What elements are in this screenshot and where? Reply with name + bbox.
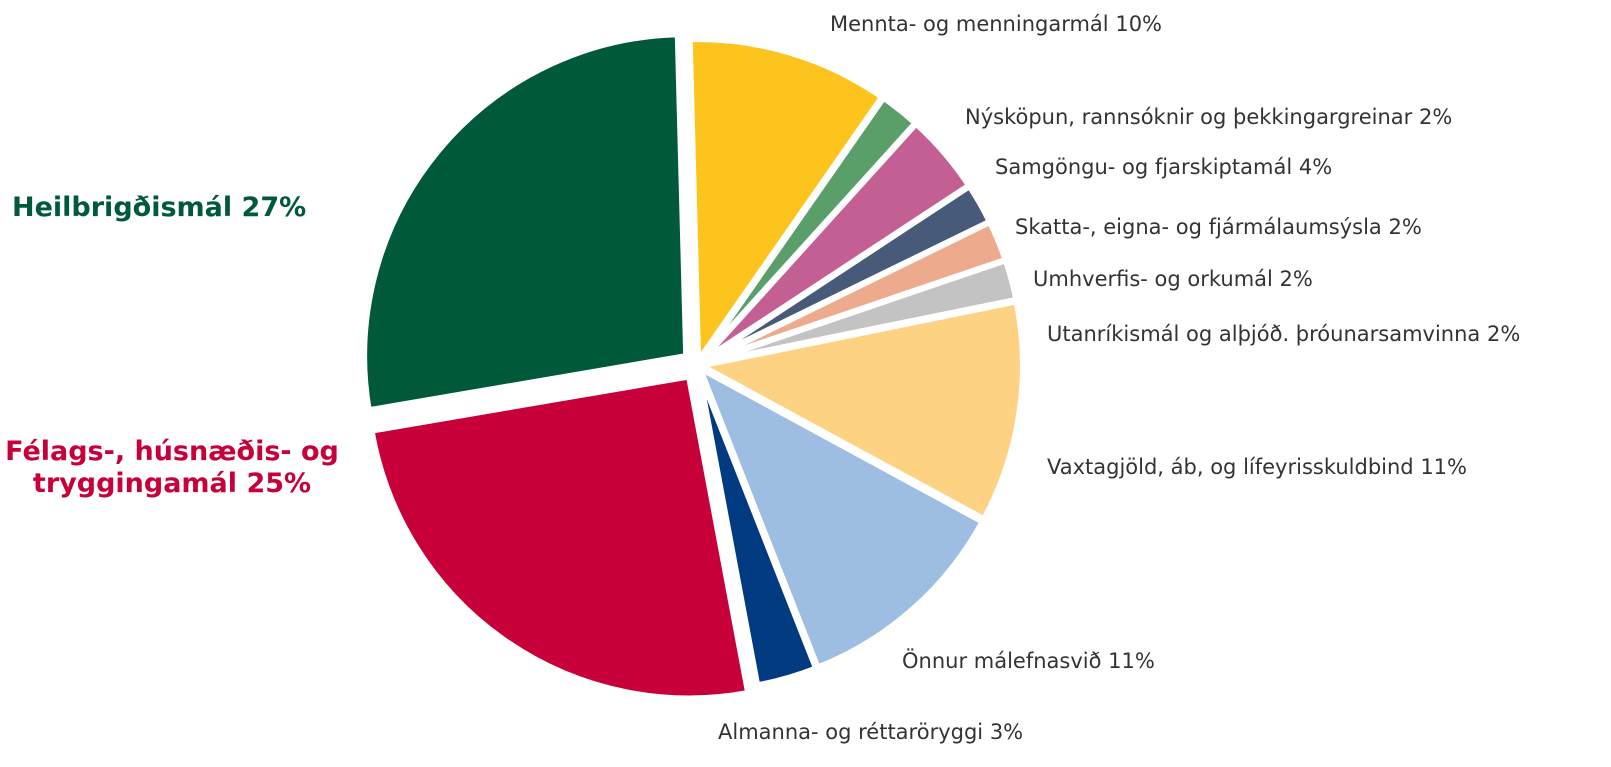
value-label: 25% <box>246 468 311 499</box>
spacer <box>1414 455 1421 479</box>
value-label: 2% <box>1487 322 1520 346</box>
category-name: Skatta-, eigna- og fjármálaumsýsla <box>1015 215 1382 239</box>
category-name: tryggingamál <box>33 468 237 499</box>
pie-slice <box>695 367 821 689</box>
spacer <box>232 192 241 223</box>
slice-label: Umhverfis- og orkumál 2% <box>1033 267 1313 291</box>
pie-slice <box>361 31 690 414</box>
slice-label: Almanna- og réttaröryggi 3% <box>718 720 1023 744</box>
pie-slice <box>692 297 1026 524</box>
label-line: tryggingamál 25% <box>33 468 311 499</box>
value-label: 2% <box>1419 105 1452 129</box>
label-line: Félags-, húsnæðis- og <box>5 436 339 467</box>
spacer <box>983 720 990 744</box>
category-name: Almanna- og réttaröryggi <box>718 720 983 744</box>
value-label: 11% <box>1420 455 1467 479</box>
value-label: 4% <box>1299 155 1332 179</box>
slice-label: Nýsköpun, rannsóknir og þekkingargreinar… <box>965 105 1452 129</box>
spacer <box>1273 267 1280 291</box>
pie-slice <box>686 36 887 371</box>
slice-label: Vaxtagjöld, áb, og lífeyrisskuldbind 11% <box>1047 455 1467 479</box>
pie-slice <box>368 373 752 702</box>
slice-label: Mennta- og menningarmál 10% <box>830 12 1162 36</box>
spacer <box>1480 322 1487 346</box>
slice-label: Samgöngu- og fjarskiptamál 4% <box>995 155 1332 179</box>
slice-label: Önnur málefnasvið 11% <box>902 648 1155 673</box>
value-label: 2% <box>1388 215 1421 239</box>
spacer <box>1412 105 1419 129</box>
spacer <box>1292 155 1299 179</box>
slice-label: Heilbrigðismál 27% <box>12 192 306 223</box>
value-label: 3% <box>990 720 1023 744</box>
category-name: Samgöngu- og fjarskiptamál <box>995 155 1292 179</box>
value-label: 27% <box>242 192 307 223</box>
category-name: Mennta- og menningarmál <box>830 12 1109 36</box>
slice-label: Utanríkismál og alþjóð. þróunarsamvinna … <box>1047 322 1520 346</box>
category-name: Nýsköpun, rannsóknir og þekkingargreinar <box>965 105 1413 129</box>
slice-label: Félags-, húsnæðis- og tryggingamál 25% <box>5 436 339 499</box>
value-label: 2% <box>1280 267 1313 291</box>
category-name: Vaxtagjöld, áb, og lífeyrisskuldbind <box>1047 455 1414 479</box>
category-name: Heilbrigðismál <box>12 192 232 223</box>
spacer <box>1101 649 1108 673</box>
spacer <box>1382 215 1389 239</box>
category-name: Umhverfis- og orkumál <box>1033 267 1273 291</box>
spacer <box>1109 12 1116 36</box>
category-name: Utanríkismál og alþjóð. þróunarsamvinna <box>1047 322 1480 346</box>
pie-slice <box>693 361 987 672</box>
value-label: 11% <box>1108 649 1155 673</box>
category-name: Önnur málefnasvið <box>902 648 1101 673</box>
value-label: 10% <box>1115 12 1162 36</box>
spacer <box>237 468 246 499</box>
slice-label: Skatta-, eigna- og fjármálaumsýsla 2% <box>1015 215 1422 239</box>
